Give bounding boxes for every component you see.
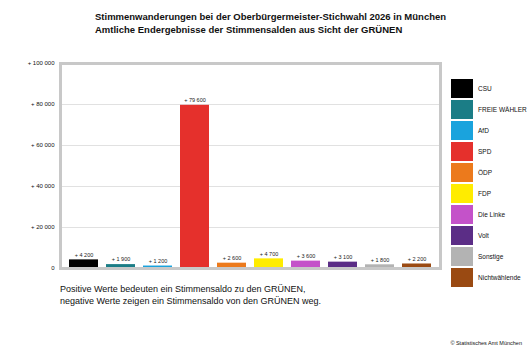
html-text:Nichtwählende: Nichtwählende xyxy=(478,274,521,281)
svg-text:+ 3 600: + 3 600 xyxy=(297,253,316,259)
svg-text:+ 80 000: + 80 000 xyxy=(31,101,55,107)
html-text:AfD: AfD xyxy=(478,127,489,134)
svg-text:+ 1 200: + 1 200 xyxy=(149,258,168,264)
html-text:Volt: Volt xyxy=(478,232,489,239)
svg-text:+ 20 000: + 20 000 xyxy=(31,224,55,230)
svg-text:+ 40 000: + 40 000 xyxy=(31,183,55,189)
html-text:Amtliche Endergebnisse der Sti: Amtliche Endergebnisse der Stimmensalden… xyxy=(95,24,403,35)
html-text:CSU: CSU xyxy=(478,85,492,92)
svg-text:+ 2 200: + 2 200 xyxy=(408,256,427,262)
svg-text:+ 1 900: + 1 900 xyxy=(112,256,131,262)
svg-text:+ 79 600: + 79 600 xyxy=(184,97,206,103)
html-text:FDP: FDP xyxy=(478,190,491,197)
html-text:Positive Werte bedeuten ein St: Positive Werte bedeuten ein Stimmensaldo… xyxy=(60,284,321,306)
svg-text:+ 3 100: + 3 100 xyxy=(334,254,353,260)
html-text:ÖDP: ÖDP xyxy=(478,169,493,176)
svg-text:+ 1 800: + 1 800 xyxy=(371,257,390,263)
svg-text:+ 100 000: + 100 000 xyxy=(28,60,56,66)
html-text:SPD: SPD xyxy=(478,148,492,155)
html-text:Die Linke: Die Linke xyxy=(478,211,506,218)
html-text:© Statistisches Amt München: © Statistisches Amt München xyxy=(450,340,522,346)
svg-text:+ 4 200: + 4 200 xyxy=(75,252,94,258)
html-text:Stimmenwanderungen bei der Obe: Stimmenwanderungen bei der Oberbürgermei… xyxy=(95,11,447,22)
svg-text:+ 60 000: + 60 000 xyxy=(31,142,55,148)
svg-text:+ 4 700: + 4 700 xyxy=(260,251,279,257)
html-text:Sonstige: Sonstige xyxy=(478,253,504,260)
svg-text:+ 2 600: + 2 600 xyxy=(223,255,242,261)
svg-text:0: 0 xyxy=(51,265,55,271)
html-text:FREIE WÄHLER: FREIE WÄHLER xyxy=(478,106,527,113)
